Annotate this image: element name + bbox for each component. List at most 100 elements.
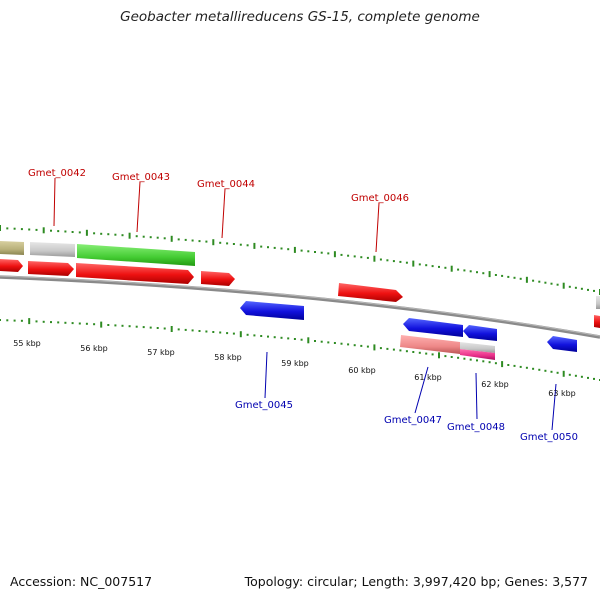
minor-tick: [392, 260, 395, 263]
minor-tick: [379, 347, 382, 350]
major-tick: [373, 344, 376, 351]
feature-magenta[interactable]: [460, 349, 495, 360]
feature-green[interactable]: [77, 244, 195, 266]
minor-tick: [418, 351, 421, 354]
minor-tick: [587, 288, 589, 291]
minor-tick: [114, 233, 117, 236]
kbp-label: 60 kbp: [348, 366, 376, 375]
kbp-label: 58 kbp: [214, 353, 242, 362]
cds-forward[interactable]: [594, 315, 600, 328]
minor-tick: [556, 371, 559, 374]
major-tick: [501, 361, 504, 368]
minor-tick: [205, 330, 208, 333]
kbp-label: 62 kbp: [481, 380, 509, 389]
cds-reverse[interactable]: [463, 325, 497, 341]
minor-tick: [20, 228, 23, 231]
gene-label-gmet-0043[interactable]: Gmet_0043: [112, 172, 170, 183]
feature-gray[interactable]: [460, 342, 495, 353]
minor-tick: [399, 260, 402, 263]
minor-tick: [444, 355, 447, 358]
major-tick: [307, 337, 310, 344]
cds-forward[interactable]: [338, 283, 403, 302]
major-tick: [100, 321, 103, 328]
minor-tick: [574, 374, 577, 377]
minor-tick: [463, 269, 466, 272]
kbp-label: 59 kbp: [281, 359, 309, 368]
minor-tick: [121, 234, 124, 237]
minor-tick: [450, 356, 453, 358]
minor-tick: [525, 366, 528, 369]
minor-tick: [71, 231, 74, 233]
minor-tick: [293, 338, 296, 340]
feature-gray[interactable]: [30, 242, 75, 257]
cds-reverse[interactable]: [240, 301, 304, 320]
major-tick: [412, 260, 415, 267]
minor-tick: [93, 232, 96, 235]
genome-backbone-highlight: [0, 275, 600, 337]
minor-tick: [314, 340, 316, 342]
major-tick: [42, 227, 45, 234]
minor-tick: [379, 258, 382, 261]
kbp-label: 57 kbp: [147, 348, 175, 357]
feature-pink[interactable]: [400, 335, 460, 354]
minor-tick: [107, 233, 110, 236]
minor-tick: [494, 274, 497, 276]
minor-tick: [232, 332, 235, 335]
minor-tick: [163, 327, 166, 330]
major-tick: [253, 242, 256, 249]
minor-tick: [488, 361, 491, 364]
minor-tick: [35, 320, 38, 323]
minor-tick: [149, 326, 152, 329]
gene-label-gmet-0045[interactable]: Gmet_0045: [235, 400, 293, 411]
minor-tick: [412, 351, 415, 353]
minor-tick: [246, 333, 249, 336]
minor-tick: [392, 348, 395, 351]
minor-tick: [444, 266, 447, 269]
map-title: Geobacter metallireducens GS-15, complet…: [120, 9, 480, 25]
minor-tick: [191, 239, 194, 242]
gene-label-gmet-0050[interactable]: Gmet_0050: [520, 432, 578, 443]
gene-label-gmet-0042[interactable]: Gmet_0042: [28, 168, 86, 179]
minor-tick: [587, 376, 589, 379]
major-tick: [438, 352, 440, 359]
minor-tick: [494, 362, 497, 365]
cds-forward[interactable]: [201, 271, 235, 286]
gene-label-gmet-0047[interactable]: Gmet_0047: [384, 415, 442, 426]
cds-forward[interactable]: [0, 259, 23, 272]
minor-tick: [287, 337, 290, 340]
minor-tick: [431, 265, 434, 268]
kbp-label: 61 kbp: [414, 373, 442, 382]
genome-summary: Topology: circular; Length: 3,997,420 bp…: [244, 574, 588, 589]
minor-tick: [198, 330, 201, 332]
gene-label-gmet-0048[interactable]: Gmet_0048: [447, 422, 505, 433]
minor-tick: [550, 370, 553, 373]
kbp-scale-ring: [0, 318, 600, 381]
feature-olive[interactable]: [0, 241, 24, 255]
major-tick: [239, 331, 242, 338]
minor-tick: [360, 256, 363, 259]
cds-reverse[interactable]: [403, 318, 463, 337]
feature-gray-edge[interactable]: [596, 296, 600, 309]
cds-forward[interactable]: [76, 263, 194, 284]
minor-tick: [320, 340, 323, 343]
accession-label: Accession: NC_007517: [10, 574, 153, 589]
cds-forward[interactable]: [28, 261, 74, 276]
gene-label-gmet-0046[interactable]: Gmet_0046: [351, 193, 409, 204]
minor-tick: [580, 375, 583, 378]
major-tick: [373, 255, 376, 262]
major-tick: [333, 251, 336, 258]
minor-tick: [482, 272, 485, 275]
minor-tick: [135, 235, 138, 238]
minor-tick: [78, 231, 81, 234]
minor-tick: [425, 352, 428, 355]
minor-tick: [360, 344, 363, 347]
minor-tick: [340, 253, 343, 256]
major-tick: [562, 370, 565, 377]
cds-reverse[interactable]: [547, 336, 577, 352]
major-tick: [293, 246, 296, 253]
major-tick: [85, 229, 88, 236]
gene-label-gmet-0044[interactable]: Gmet_0044: [197, 179, 255, 190]
minor-tick: [149, 236, 152, 239]
major-tick: [450, 265, 453, 272]
